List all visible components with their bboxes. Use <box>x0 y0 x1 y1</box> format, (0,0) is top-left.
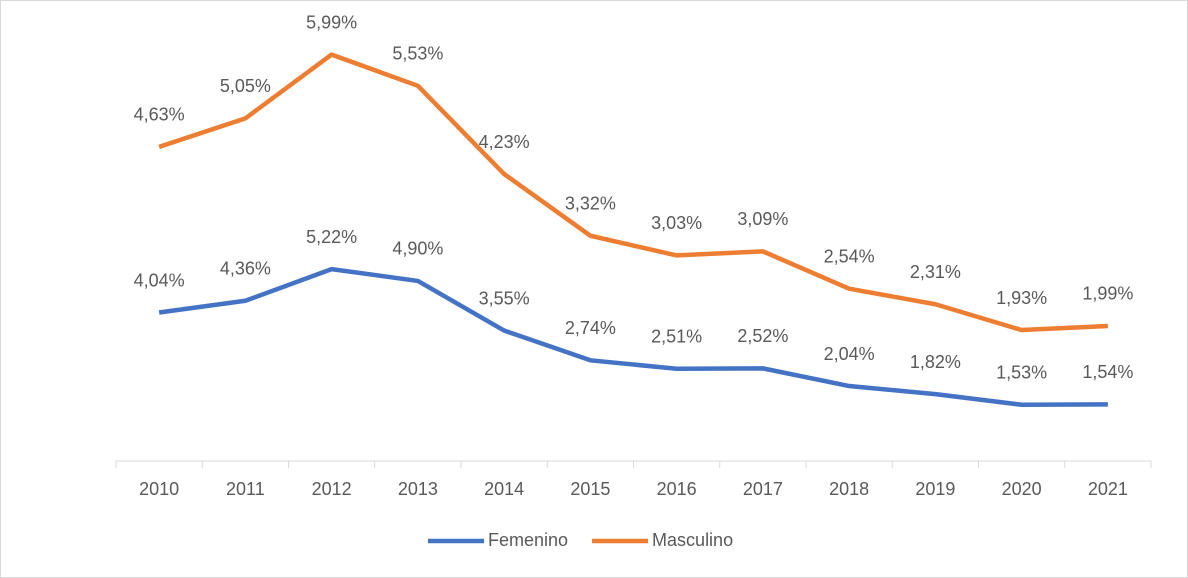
x-tick-label: 2020 <box>1002 479 1042 499</box>
legend-label: Femenino <box>488 530 568 550</box>
data-label: 2,74% <box>565 318 616 338</box>
data-label: 3,55% <box>479 288 530 308</box>
data-label: 1,54% <box>1082 362 1133 382</box>
data-label: 5,99% <box>306 12 357 32</box>
data-label: 4,90% <box>392 239 443 259</box>
data-label: 2,52% <box>737 326 788 346</box>
data-label: 5,53% <box>392 44 443 64</box>
x-tick-label: 2010 <box>139 479 179 499</box>
data-label: 4,23% <box>479 132 530 152</box>
x-tick-label: 2019 <box>915 479 955 499</box>
data-label: 4,04% <box>134 270 185 290</box>
line-series <box>158 52 1108 333</box>
data-label: 1,93% <box>996 288 1047 308</box>
x-tick-label: 2018 <box>829 479 869 499</box>
x-tick-label: 2015 <box>570 479 610 499</box>
legend-label: Masculino <box>652 530 733 550</box>
data-label: 2,51% <box>651 327 702 347</box>
x-tick-label: 2017 <box>743 479 783 499</box>
data-label: 1,53% <box>996 363 1047 383</box>
data-label: 5,05% <box>220 76 271 96</box>
data-label: 5,22% <box>306 227 357 247</box>
x-tick-label: 2012 <box>312 479 352 499</box>
data-label: 2,54% <box>824 246 875 266</box>
line-series <box>158 266 1108 408</box>
data-label: 3,09% <box>737 209 788 229</box>
x-tick-label: 2014 <box>484 479 524 499</box>
x-tick-label: 2013 <box>398 479 438 499</box>
data-label: 3,32% <box>565 194 616 214</box>
data-label: 2,31% <box>910 262 961 282</box>
data-label: 1,99% <box>1082 284 1133 304</box>
x-tick-label: 2011 <box>226 479 265 499</box>
data-label: 2,04% <box>824 344 875 364</box>
x-tick-label: 2016 <box>657 479 697 499</box>
data-label: 4,63% <box>134 105 185 125</box>
data-label: 4,36% <box>220 259 271 279</box>
x-tick-label: 2021 <box>1088 479 1128 499</box>
data-label: 3,03% <box>651 213 702 233</box>
data-label: 1,82% <box>910 352 961 372</box>
